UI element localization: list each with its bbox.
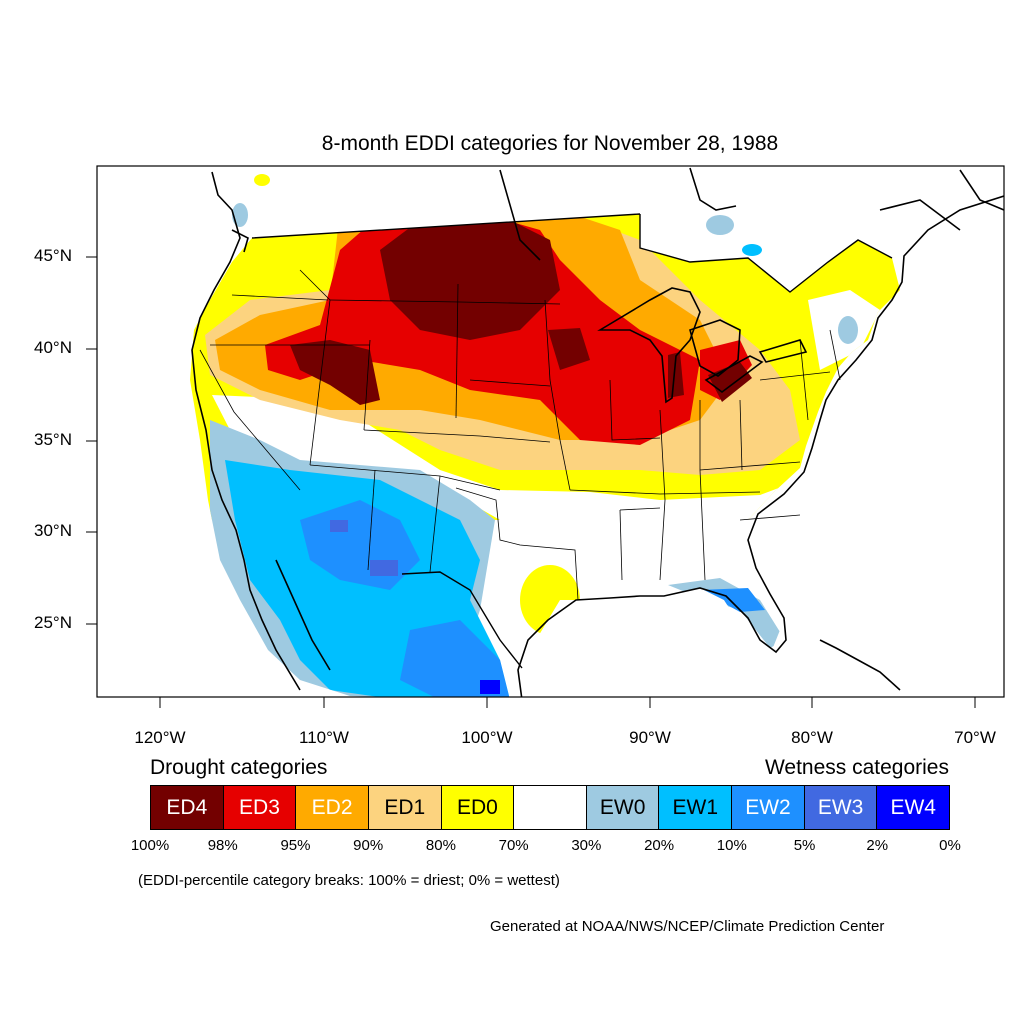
legend-segment: ED4 bbox=[151, 786, 224, 829]
legend-break-label: 5% bbox=[793, 837, 816, 854]
legend-segment: EW0 bbox=[586, 786, 660, 829]
lon-label-80: 80°W bbox=[791, 728, 833, 747]
legend-break-label: 100% bbox=[130, 837, 170, 854]
legend-segment: ED0 bbox=[441, 786, 515, 829]
drought-heading: Drought categories bbox=[150, 756, 328, 779]
legend-break-label: 30% bbox=[571, 837, 602, 854]
legend-break-label: 2% bbox=[866, 837, 889, 854]
lon-label-100: 100°W bbox=[461, 728, 513, 747]
lat-label-30: 30°N bbox=[34, 521, 72, 540]
map-title: 8-month EDDI categories for November 28,… bbox=[321, 132, 779, 155]
legend-break-label: 95% bbox=[280, 837, 311, 854]
legend-note: (EDDI-percentile category breaks: 100% =… bbox=[138, 872, 560, 889]
legend-break-label: 10% bbox=[716, 837, 747, 854]
legend-segment: EW4 bbox=[877, 786, 950, 829]
legend-break-label: 20% bbox=[644, 837, 675, 854]
credit-line: Generated at NOAA/NWS/NCEP/Climate Predi… bbox=[490, 918, 885, 935]
state-borders bbox=[199, 269, 841, 601]
latitude-ticks bbox=[86, 256, 97, 625]
legend-segment bbox=[514, 786, 587, 829]
legend-segment: ED3 bbox=[223, 786, 297, 829]
lat-label-45: 45°N bbox=[34, 246, 72, 265]
coastline bbox=[191, 167, 1004, 697]
lat-label-35: 35°N bbox=[34, 430, 72, 449]
legend-break-label: 70% bbox=[498, 837, 529, 854]
legend-segment: EW2 bbox=[732, 786, 805, 829]
legend-segment: EW3 bbox=[804, 786, 878, 829]
legend-colorbar: ED4 ED3 ED2 ED1 ED0 EW0 EW1 EW2 EW3 EW4 bbox=[150, 785, 950, 830]
legend-break-label: 0% bbox=[939, 837, 961, 854]
lat-label-40: 40°N bbox=[34, 338, 72, 357]
legend-break-label: 90% bbox=[353, 837, 384, 854]
legend-break-label: 98% bbox=[207, 837, 238, 854]
longitude-ticks bbox=[159, 697, 976, 708]
lon-label-120: 120°W bbox=[134, 728, 186, 747]
lat-label-25: 25°N bbox=[34, 613, 72, 632]
legend-segment: EW1 bbox=[659, 786, 733, 829]
legend-segment: ED1 bbox=[368, 786, 442, 829]
legend-break-label: 80% bbox=[425, 837, 456, 854]
lon-label-110: 110°W bbox=[299, 728, 349, 747]
lon-label-90: 90°W bbox=[629, 728, 671, 747]
wetness-heading: Wetness categories bbox=[764, 756, 949, 779]
legend-segment: ED2 bbox=[296, 786, 369, 829]
lon-label-70: 70°W bbox=[954, 728, 996, 747]
